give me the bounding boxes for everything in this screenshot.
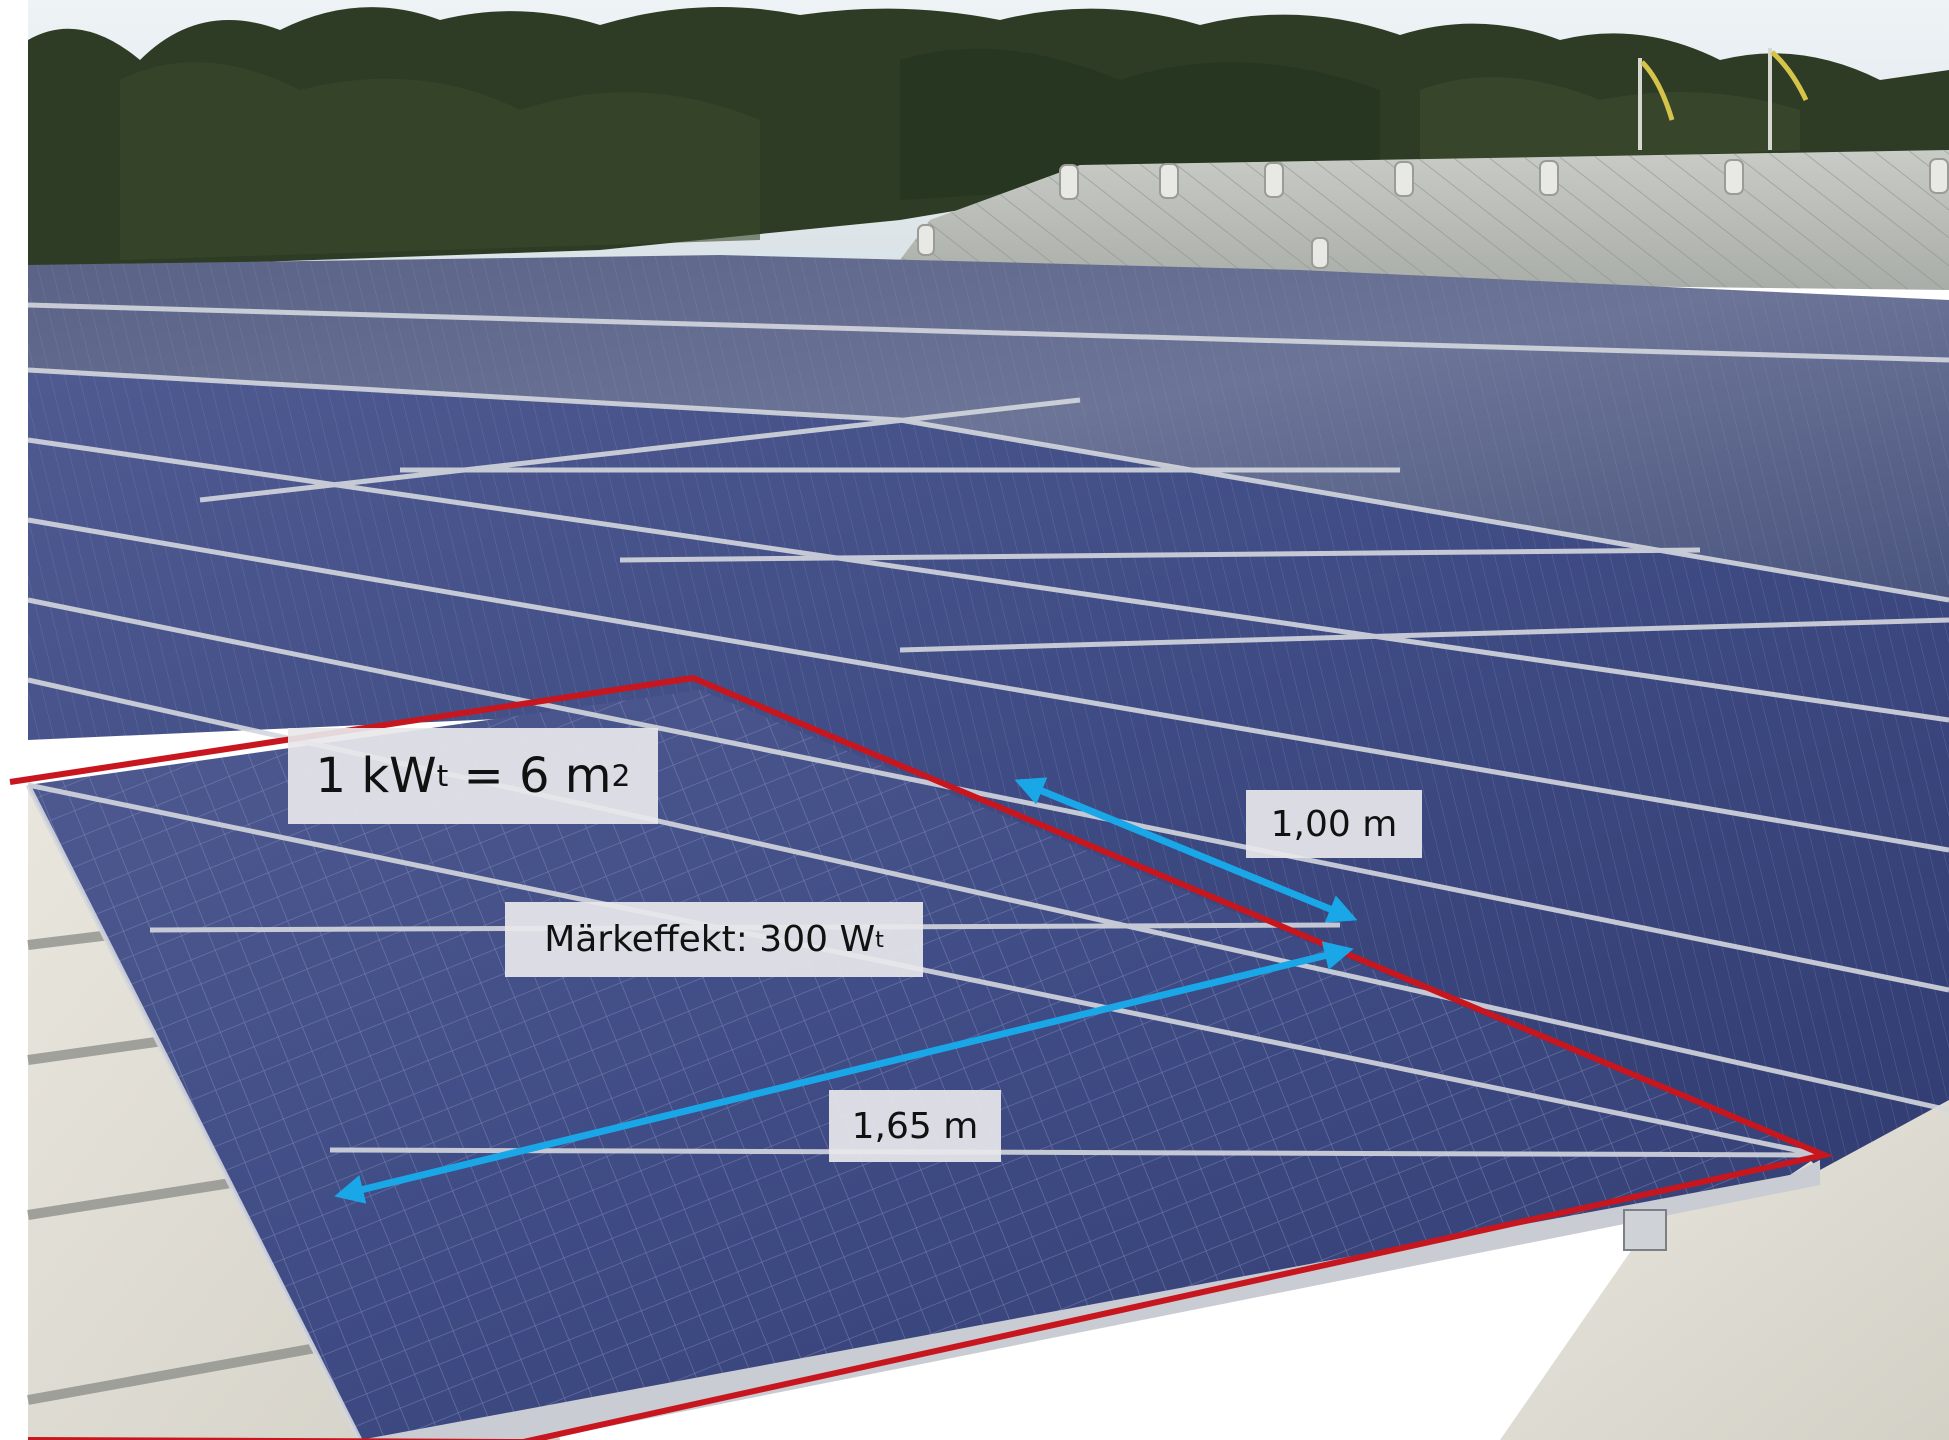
flagpoles xyxy=(1638,48,1809,150)
highlight-outline xyxy=(9,674,1834,1440)
roof-vents xyxy=(917,158,1949,269)
area-label-sup: 2 xyxy=(611,758,631,794)
width-dimension-arrow xyxy=(1014,777,1358,923)
area-label-prefix: 1 kW xyxy=(315,748,437,804)
area-label-middle: = 6 m xyxy=(448,748,612,804)
panel-length-label: 1,65 m xyxy=(829,1090,1001,1162)
panel-width-label: 1,00 m xyxy=(1246,790,1422,858)
mounting-bracket xyxy=(1623,1209,1667,1251)
rated-power-sub: t xyxy=(875,926,884,953)
rated-power-prefix: Märkeffekt: 300 W xyxy=(544,919,876,960)
panel-frames xyxy=(25,302,1949,1440)
area-label-sub: t xyxy=(436,758,449,794)
length-dimension-arrow xyxy=(334,941,1354,1204)
